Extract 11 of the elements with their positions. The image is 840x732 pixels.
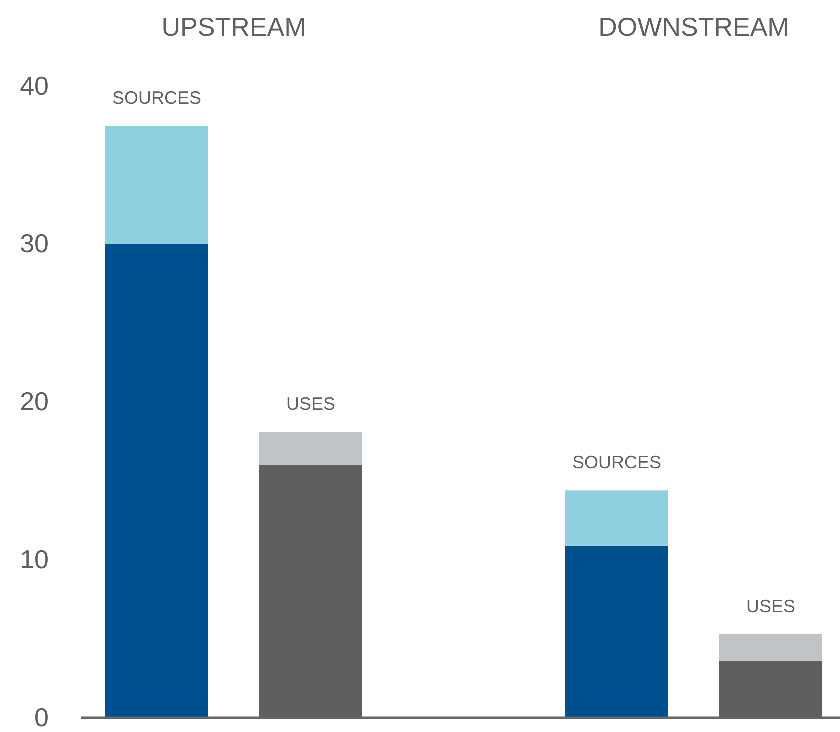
y-tick-label: 30 [20,228,49,259]
x-tick-label: SOURCES [112,88,202,108]
y-tick-label: 20 [20,386,49,417]
y-tick-label: 0 [34,702,49,732]
y-tick-label: 10 [20,544,49,574]
text: DOWNSTREAM [598,12,790,42]
x-tick-label: USES [286,394,336,414]
y-tick-label: 40 [20,70,49,101]
text: UPSTREAM [162,12,306,42]
x-tick-label: USES [746,596,796,616]
x-tick-label: SOURCES [572,452,662,473]
